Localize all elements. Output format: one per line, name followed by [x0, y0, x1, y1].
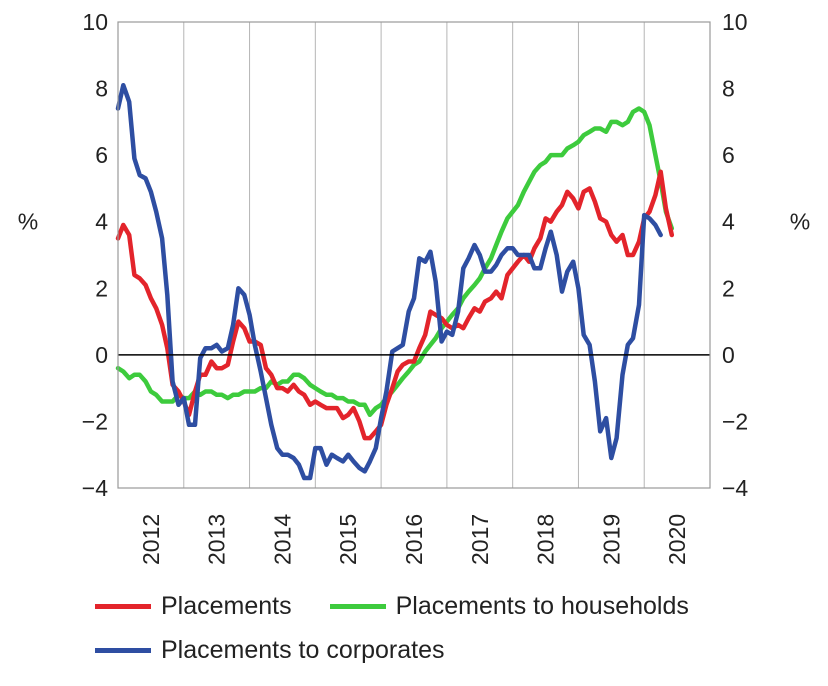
y-tick-label-left: 8: [95, 76, 108, 102]
x-tick-label: 2020: [664, 514, 690, 565]
y-tick-label-left: −2: [82, 408, 108, 434]
vertical-gridlines: [183, 22, 645, 488]
y-tick-label-right: 8: [722, 76, 735, 102]
legend-item-placements: Placements: [95, 592, 292, 621]
x-tick-label: 2019: [598, 514, 624, 565]
legend-row-2: Placements to corporates: [95, 628, 795, 672]
right-y-axis-ticks: −4 −2 0 2 4 6 8 10: [722, 9, 748, 501]
left-y-axis-ticks: −4 −2 0 2 4 6 8 10: [82, 9, 108, 501]
line-chart: −4 −2 0 2 4 6 8 10 −4 −2 0 2 4 6 8 10 2012 2013 2014 2015…: [18, 9, 810, 565]
y-tick-label-right: −2: [722, 408, 748, 434]
y-tick-label-right: 0: [722, 342, 735, 368]
series-line-2: [115, 82, 663, 481]
y-tick-label-left: 6: [95, 142, 108, 168]
series-line-1: [115, 106, 675, 418]
y-tick-label-left: 0: [95, 342, 108, 368]
x-tick-label: 2014: [269, 514, 295, 565]
y-tick-label-right: 2: [722, 275, 735, 301]
series-line-0: [115, 169, 675, 441]
x-tick-label: 2016: [401, 514, 427, 565]
x-axis-ticks: 2012 2013 2014 2015 2016 2017 2018 2019 2020: [138, 514, 690, 565]
plot-frame: [117, 21, 711, 489]
y-tick-label-left: −4: [82, 475, 108, 501]
legend-swatch-households: [329, 603, 386, 609]
x-tick-label: 2017: [467, 514, 493, 565]
legend-row-1: Placements Placements to households: [95, 584, 795, 628]
x-tick-label: 2018: [533, 514, 559, 565]
y-tick-label-right: 4: [722, 209, 735, 235]
series-lines: [115, 82, 675, 481]
right-axis-unit: %: [790, 209, 810, 235]
y-tick-label-left: 10: [82, 9, 108, 35]
y-tick-label-left: 2: [95, 275, 108, 301]
legend-label-placements: Placements: [161, 591, 292, 620]
legend-label-households: Placements to households: [395, 591, 689, 620]
legend-item-corporates: Placements to corporates: [95, 636, 444, 665]
x-tick-label: 2013: [204, 514, 230, 565]
y-tick-label-right: 10: [722, 9, 748, 35]
legend-label-corporates: Placements to corporates: [161, 635, 445, 664]
legend-swatch-corporates: [95, 647, 151, 653]
x-tick-label: 2015: [335, 514, 361, 565]
legend-swatch-placements: [95, 603, 151, 609]
y-tick-label-left: 4: [95, 209, 108, 235]
x-tick-label: 2012: [138, 514, 164, 565]
y-tick-label-right: −4: [722, 475, 748, 501]
y-tick-label-right: 6: [722, 142, 735, 168]
legend: Placements Placements to households Plac…: [95, 584, 795, 672]
left-axis-unit: %: [18, 209, 38, 235]
legend-item-households: Placements to households: [329, 591, 689, 621]
